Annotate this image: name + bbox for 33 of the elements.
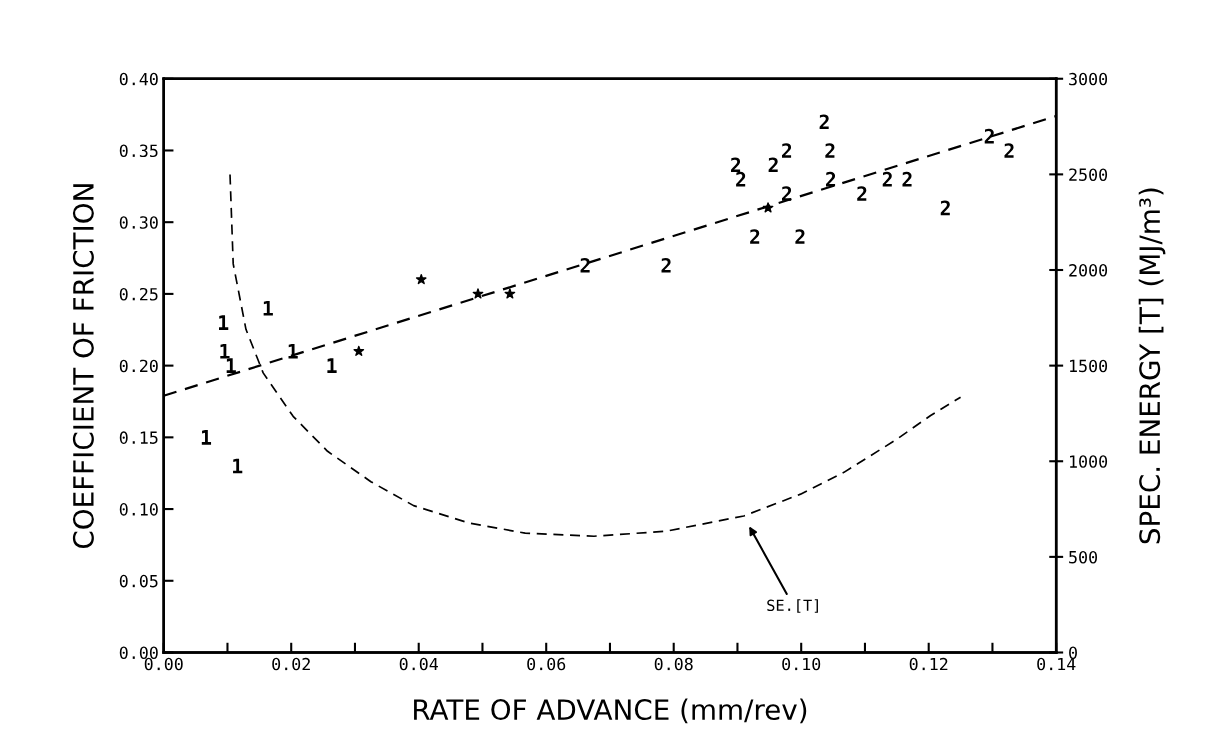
y-tick-label: 0.20 <box>119 359 158 373</box>
x-tick-label: 0.04 <box>399 657 438 671</box>
y-tick-label: 0.35 <box>119 144 158 158</box>
x-tick-label: 0.06 <box>527 657 566 671</box>
y2-tick-label: 1000 <box>1070 455 1108 468</box>
x-tick-label: 0.00 <box>144 657 183 671</box>
x-tick-label: 0.14 <box>1037 657 1076 671</box>
x-axis-title: RATE OF ADVANCE (mm/rev) <box>414 698 807 724</box>
y2-tick-label: 2000 <box>1069 264 1108 277</box>
y2-tick-label: 1500 <box>1070 359 1108 373</box>
x-tick-label: 0.08 <box>654 657 693 671</box>
y-tick-label: 0.30 <box>119 216 158 229</box>
point <box>504 288 516 299</box>
y2-tick-label: 2500 <box>1069 168 1108 181</box>
y-axis-title: COEFFICIENT OF FRICTION <box>72 184 94 549</box>
y-tick-label: 0.10 <box>119 503 158 516</box>
point <box>415 273 427 285</box>
y2-tick-label: 3000 <box>1069 72 1108 86</box>
y2-tick-label: 0 <box>1069 646 1077 660</box>
x-tick-label: 0.10 <box>782 657 821 671</box>
x-tick-label: 0.02 <box>272 657 310 671</box>
x-tick-label: 0.12 <box>909 657 948 671</box>
point <box>353 345 365 356</box>
y-tick-label: 0.15 <box>119 431 158 444</box>
y-tick-label: 0.00 <box>119 646 158 660</box>
y-tick-label: 0.05 <box>119 574 158 588</box>
point <box>201 430 212 445</box>
annotation: SE.[T] <box>767 599 818 613</box>
y-tick-label: 0.40 <box>119 72 158 86</box>
y-tick-label: 0.25 <box>119 287 158 301</box>
y2-axis-title: SPEC. ENERGY [T] (MJ/m³) <box>1138 188 1166 544</box>
y2-tick-label: 500 <box>1069 550 1098 564</box>
point <box>472 288 484 299</box>
